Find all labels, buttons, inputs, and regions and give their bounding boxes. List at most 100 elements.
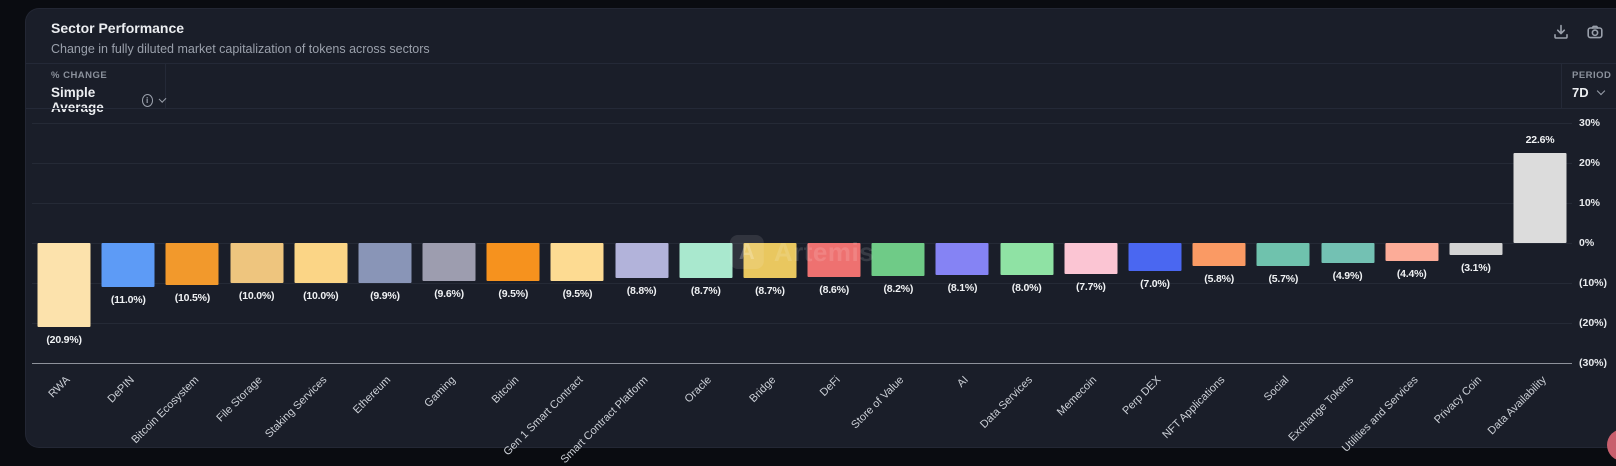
- bar-value-label: (4.4%): [1396, 267, 1427, 280]
- bar[interactable]: [1128, 243, 1182, 271]
- bar-slot: (10.5%) Bitcoin Ecosystem: [129, 116, 224, 456]
- bar-slot: (8.8%) Smart Contract Platform: [558, 116, 674, 466]
- bar-value-label: (7.0%): [1140, 278, 1170, 290]
- x-axis-label: Social: [1262, 374, 1292, 404]
- bar-value-label: (9.9%): [370, 289, 400, 302]
- period-label: PERIOD: [1572, 70, 1612, 81]
- x-axis-label: DeFi: [817, 374, 843, 399]
- bar-value-label: (9.5%): [562, 288, 593, 300]
- bar-slot: (8.1%) AI: [930, 116, 994, 456]
- x-axis-label: Oracle: [682, 374, 715, 406]
- bar-slot: (8.7%) Oracle: [674, 116, 738, 456]
- bar[interactable]: [1064, 243, 1118, 274]
- bar-slot: 22.6% Data Availability: [1485, 116, 1572, 456]
- gridline: [32, 283, 1572, 284]
- bar-value-label: (8.1%): [947, 282, 978, 295]
- bar-slot: (10.0%) File Storage: [215, 116, 289, 456]
- bar[interactable]: [615, 243, 669, 279]
- bar-slot: (8.7%) Bridge: [738, 116, 802, 456]
- x-axis-label: Perp DEX: [1120, 374, 1164, 418]
- bar[interactable]: [807, 243, 861, 278]
- x-axis-label: Bridge: [747, 374, 779, 405]
- bar-slot: (9.5%) Gen 1 Smart Contract: [502, 116, 609, 458]
- bar[interactable]: [422, 243, 476, 282]
- header-actions: [1550, 23, 1606, 45]
- bar[interactable]: [486, 243, 540, 281]
- controls-row: % CHANGE Simple Average i PERIOD 7D: [26, 64, 1616, 115]
- chevron-down-icon: [158, 94, 167, 103]
- bar[interactable]: [743, 243, 797, 278]
- bar-slot: (8.2%) Store of Value: [850, 116, 930, 456]
- y-tick-label: 20%: [1579, 157, 1601, 169]
- bar[interactable]: [101, 243, 155, 287]
- x-axis-label: AI: [955, 374, 971, 390]
- bar[interactable]: [935, 243, 989, 276]
- x-axis-label: Ethereum: [351, 374, 394, 417]
- bar-value-label: (5.7%): [1268, 272, 1299, 285]
- bar-value-label: (8.2%): [883, 282, 914, 295]
- bar-slot: (20.9%) RWA: [32, 116, 96, 456]
- plot-area: (20.9%) RWA (11.0%) DePIN (10.5%) Bitcoin Eco…: [32, 116, 1572, 466]
- bar-slot: (9.9%) Ethereum: [351, 116, 417, 456]
- x-axis-label: DePIN: [105, 374, 137, 406]
- metric-dropdown[interactable]: % CHANGE Simple Average i: [26, 64, 167, 115]
- bar-slot: (4.4%) Utilities and Services: [1340, 116, 1444, 456]
- gridline: [32, 323, 1572, 324]
- bar[interactable]: [1385, 243, 1439, 261]
- bar-slot: (3.1%) Privacy Coin: [1432, 116, 1508, 456]
- bar[interactable]: [679, 243, 733, 278]
- bar-value-label: (10.5%): [174, 292, 211, 304]
- screenshot-button[interactable]: [1584, 23, 1606, 45]
- x-axis-label: Bitcoin: [489, 374, 522, 406]
- bar[interactable]: [1513, 152, 1567, 243]
- bar[interactable]: [1321, 243, 1375, 263]
- bar[interactable]: [230, 243, 284, 283]
- y-tick-label: (10%): [1579, 277, 1608, 289]
- card-header: Sector Performance Change in fully dilut…: [26, 9, 1616, 63]
- bar-value-label: (5.8%): [1204, 273, 1235, 286]
- gridline: [32, 123, 1572, 124]
- bar-value-label: (8.7%): [755, 284, 785, 297]
- period-dropdown[interactable]: PERIOD 7D: [1561, 64, 1616, 108]
- bar-slot: (7.7%) Memecoin: [1055, 116, 1123, 456]
- bar[interactable]: [1000, 243, 1054, 275]
- bar-value-label: (20.9%): [46, 333, 82, 346]
- chevron-down-icon: [1596, 86, 1605, 96]
- y-tick-label: 10%: [1579, 197, 1601, 209]
- bar[interactable]: [165, 243, 219, 285]
- x-axis-label: RWA: [46, 374, 73, 401]
- bar-value-label: (4.9%): [1332, 269, 1363, 282]
- bar-value-label: (10.0%): [238, 290, 275, 302]
- bar[interactable]: [37, 243, 91, 327]
- bar-slot: (5.7%) Social: [1251, 116, 1315, 456]
- bar-value-label: (8.6%): [819, 284, 850, 297]
- bar-value-label: (8.8%): [626, 285, 657, 298]
- bar-value-label: (10.0%): [303, 290, 339, 302]
- y-axis: 30% 20% 10% 0% (10%) (20%) (30%): [1579, 116, 1616, 456]
- x-axis-label: Memecoin: [1054, 374, 1100, 419]
- gridline: [32, 163, 1572, 164]
- bar[interactable]: [1449, 243, 1503, 256]
- bar[interactable]: [1256, 243, 1310, 266]
- info-icon[interactable]: i: [141, 93, 153, 107]
- bar[interactable]: [358, 243, 412, 283]
- metric-label: % CHANGE: [51, 70, 108, 81]
- chat-bubble-button[interactable]: [1607, 429, 1616, 461]
- bar[interactable]: [294, 243, 348, 283]
- bar-value-label: (9.6%): [434, 288, 464, 301]
- bar-slot: (11.0%) DePIN: [96, 116, 160, 456]
- bar-slot: (8.6%) DeFi: [802, 116, 866, 456]
- bar-value-label: 22.6%: [1525, 133, 1555, 146]
- gridline: [32, 363, 1572, 364]
- y-tick-label: 0%: [1579, 237, 1595, 249]
- page-title: Sector Performance: [51, 20, 185, 36]
- header-divider: [26, 63, 1616, 64]
- bar-slot: (10.0%) Staking Services: [263, 116, 353, 456]
- bar[interactable]: [1192, 243, 1246, 267]
- page-subtitle: Change in fully diluted market capitaliz…: [51, 42, 430, 56]
- download-button[interactable]: [1550, 23, 1572, 45]
- bar[interactable]: [871, 243, 925, 276]
- bar-slot: (9.5%) Bitcoin: [481, 116, 545, 456]
- x-axis-label: Gaming: [421, 374, 458, 410]
- bar[interactable]: [550, 243, 604, 281]
